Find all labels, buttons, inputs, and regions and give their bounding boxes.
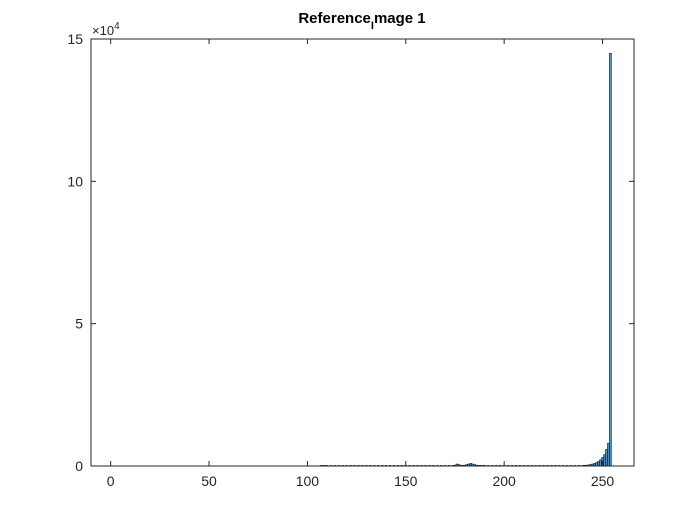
x-tick-label: 250 xyxy=(591,473,615,489)
histogram-bar xyxy=(599,459,602,467)
x-tick-label: 50 xyxy=(201,473,217,489)
chart-title-part2: mage 1 xyxy=(374,10,426,27)
x-tick-label: 200 xyxy=(492,473,516,489)
x-tick-label: 0 xyxy=(107,473,115,489)
y-axis-exponent-base: ×10 xyxy=(92,23,114,38)
histogram-bar xyxy=(595,462,598,467)
histogram-bar xyxy=(603,454,606,467)
histogram-bar xyxy=(605,449,608,467)
y-axis-exponent-power: 4 xyxy=(114,21,120,32)
y-tick-label: 15 xyxy=(67,31,83,47)
y-tick-label: 5 xyxy=(75,316,83,332)
histogram-bar xyxy=(609,52,612,467)
chart-title-subscript: I xyxy=(371,20,374,32)
x-tick-label: 100 xyxy=(296,473,320,489)
x-tick-label: 150 xyxy=(394,473,418,489)
histogram-bar xyxy=(597,461,600,467)
y-axis-exponent: ×104 xyxy=(92,21,120,38)
y-tick-labels: 0 5 10 15 xyxy=(67,31,83,474)
histogram-bar xyxy=(607,442,610,467)
chart-title-part1: Reference xyxy=(298,10,371,27)
y-tick-label: 0 xyxy=(75,458,83,474)
x-tick-labels: 0 50 100 150 200 250 xyxy=(107,473,615,489)
plot-area-frame xyxy=(90,38,635,467)
chart-title: ReferenceImage 1 xyxy=(298,10,425,32)
y-tick-label: 10 xyxy=(67,173,83,189)
